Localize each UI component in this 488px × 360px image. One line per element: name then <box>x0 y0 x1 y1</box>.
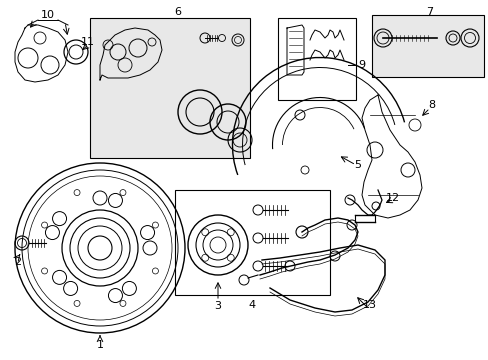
Bar <box>371 15 483 77</box>
Bar <box>175 190 329 295</box>
Text: 12: 12 <box>385 193 399 203</box>
Text: 3: 3 <box>214 301 221 311</box>
Bar <box>90 18 249 158</box>
Text: 5: 5 <box>354 160 361 170</box>
Text: 9: 9 <box>358 60 365 70</box>
Text: 2: 2 <box>15 257 21 267</box>
Bar <box>278 18 355 100</box>
Text: 6: 6 <box>174 7 181 17</box>
Text: 7: 7 <box>426 7 433 17</box>
Text: 4: 4 <box>248 300 255 310</box>
Text: 1: 1 <box>96 340 103 350</box>
Text: 11: 11 <box>81 37 95 47</box>
Text: 10: 10 <box>41 10 55 20</box>
Text: 13: 13 <box>362 300 376 310</box>
Text: 8: 8 <box>427 100 435 110</box>
